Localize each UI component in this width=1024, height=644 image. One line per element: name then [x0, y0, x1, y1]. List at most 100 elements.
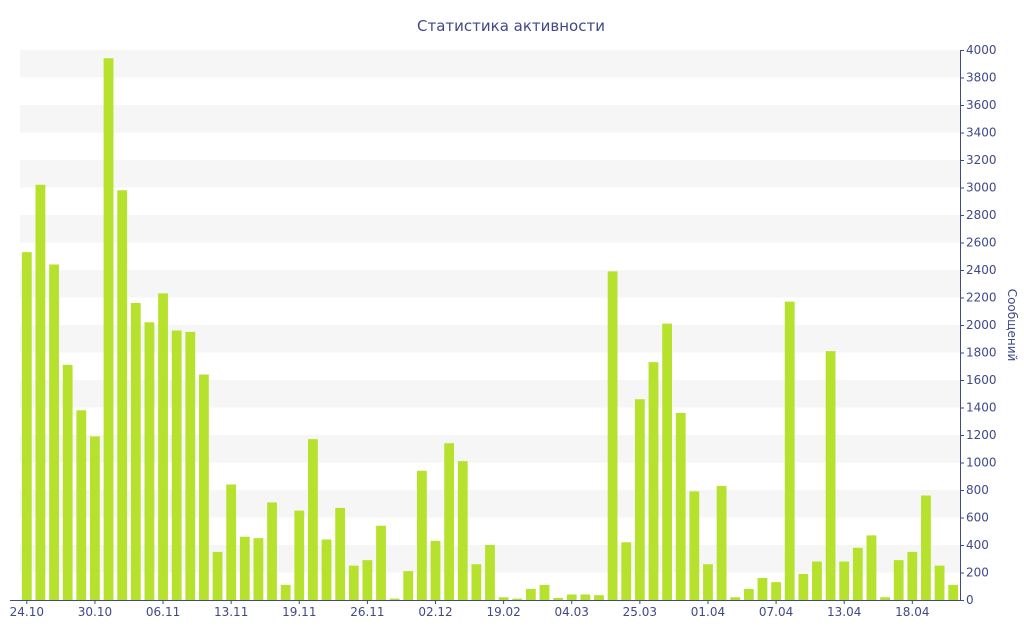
y-tick-label: 4000: [966, 43, 997, 57]
bar: [444, 443, 455, 600]
bar: [158, 293, 168, 601]
bar: [525, 589, 536, 600]
bar: [825, 351, 836, 601]
bar: [21, 252, 32, 601]
y-axis-label: Сообщений: [1005, 289, 1019, 362]
bar: [471, 564, 482, 600]
x-tick-label: 18.04: [895, 605, 929, 619]
bar: [144, 322, 155, 600]
bar: [880, 597, 890, 600]
grid-band: [20, 50, 960, 78]
bar: [76, 410, 87, 600]
x-tick-label: 04.03: [555, 605, 589, 619]
bar: [90, 436, 100, 601]
x-tick-labels: 24.10 30.10 06.11 13.11 19.11 26.11 02.12 19.02…: [10, 600, 929, 619]
y-tick-label: 2000: [966, 318, 997, 332]
y-tick-label: 3400: [966, 126, 997, 140]
x-tick-label: 30.10: [78, 605, 112, 619]
y-tick-label: 800: [966, 483, 989, 497]
y-tick-label: 1000: [966, 456, 997, 470]
bar: [662, 323, 673, 600]
bar: [403, 571, 414, 601]
bar: [362, 560, 373, 601]
bar: [62, 364, 73, 601]
bar: [703, 564, 713, 600]
bar: [675, 413, 686, 600]
bar: [771, 582, 781, 601]
bar: [321, 539, 332, 600]
bar: [130, 303, 141, 600]
bar: [199, 374, 209, 600]
bar: [812, 561, 822, 600]
bar: [784, 301, 795, 601]
bar: [498, 597, 509, 600]
bar: [294, 510, 305, 601]
y-tick-label: 2800: [966, 208, 997, 222]
y-tick-label: 3200: [966, 153, 997, 167]
y-tick-label: 3600: [966, 98, 997, 112]
y-tick-label: 2200: [966, 291, 997, 305]
bar: [934, 565, 945, 601]
x-tick-label: 13.04: [827, 605, 861, 619]
bar: [743, 589, 754, 600]
bar: [594, 595, 604, 600]
bar: [907, 551, 918, 601]
grid-band: [20, 215, 960, 243]
bar: [117, 190, 128, 600]
bar: [35, 184, 46, 600]
y-tick-label: 1200: [966, 428, 997, 442]
bar: [607, 271, 618, 601]
x-tick-label: 26.11: [350, 605, 384, 619]
bar: [307, 439, 318, 601]
bar: [716, 485, 727, 601]
bar: [430, 540, 441, 601]
bar: [253, 538, 264, 601]
bars: [21, 58, 959, 601]
bar: [621, 542, 632, 600]
bar: [757, 578, 768, 600]
bar: [389, 598, 400, 601]
bar: [921, 495, 931, 600]
bar: [103, 58, 114, 600]
bar: [212, 551, 223, 601]
bar: [648, 362, 659, 601]
grid-band: [20, 270, 960, 298]
bar: [376, 525, 386, 600]
bar: [335, 507, 346, 601]
y-tick-label: 600: [966, 511, 989, 525]
bar: [348, 565, 359, 601]
bar: [171, 330, 182, 600]
y-tick-label: 2600: [966, 236, 997, 250]
y-tick-label: 0: [966, 593, 974, 607]
x-tick-label: 06.11: [146, 605, 180, 619]
bar: [226, 484, 237, 600]
bar: [948, 584, 959, 601]
bar: [689, 491, 700, 601]
bar: [798, 573, 809, 601]
grid-band: [20, 105, 960, 133]
bar: [634, 399, 645, 600]
bar: [185, 331, 196, 601]
y-tick-label: 400: [966, 538, 989, 552]
y-tick-label: 2400: [966, 263, 997, 277]
y-tick-labels: 0 200 400 600 800 1000 1200 1400 1600 1800 2000 220…: [960, 43, 997, 607]
x-tick-label: 25.03: [623, 605, 657, 619]
x-tick-label: 02.12: [418, 605, 452, 619]
x-tick-label: 19.11: [282, 605, 316, 619]
bar: [485, 545, 495, 600]
bar: [457, 461, 468, 601]
bar: [852, 547, 863, 600]
y-tick-label: 1400: [966, 401, 997, 415]
chart-title: Статистика активности: [417, 17, 605, 35]
bar: [730, 597, 741, 600]
y-tick-label: 3800: [966, 71, 997, 85]
bar: [539, 584, 550, 601]
y-tick-label: 1600: [966, 373, 997, 387]
bar: [839, 561, 850, 600]
y-tick-label: 1800: [966, 346, 997, 360]
bar: [566, 594, 577, 600]
bar: [280, 584, 291, 601]
bar: [49, 264, 59, 600]
